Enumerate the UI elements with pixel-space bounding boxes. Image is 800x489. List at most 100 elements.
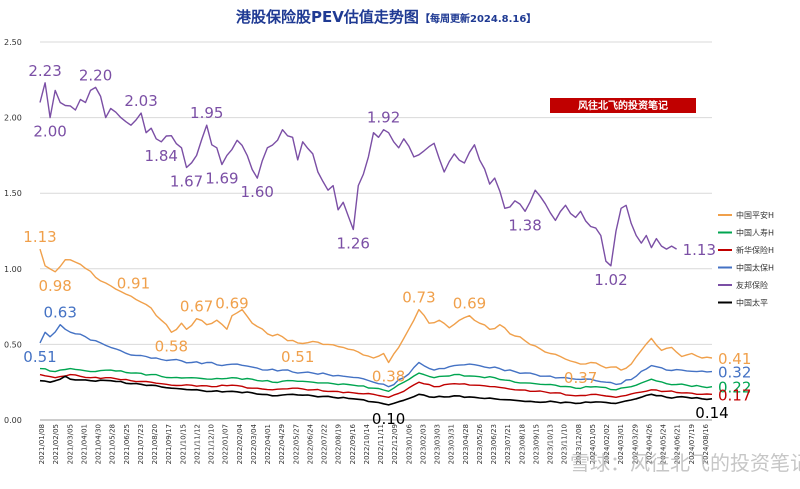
x-tick-label: 2023/10/13 bbox=[547, 424, 555, 464]
x-tick-label: 2023/08/18 bbox=[518, 424, 526, 464]
legend-entry: 中国平安H bbox=[736, 210, 774, 220]
data-label: 1.02 bbox=[594, 271, 627, 289]
x-tick-label: 2023/01/06 bbox=[405, 423, 413, 464]
data-label: 1.60 bbox=[241, 183, 274, 201]
data-annotations: 2.23 2.00 2.20 2.03 1.84 1.67 1.95 1.691.60 1.26… bbox=[23, 62, 751, 428]
series-line-5 bbox=[39, 375, 713, 406]
series-line-3 bbox=[39, 324, 713, 388]
data-label: 0.17 bbox=[718, 386, 751, 404]
x-tick-label: 2023/09/15 bbox=[532, 424, 540, 464]
x-tick-label: 2022/09/16 bbox=[349, 423, 357, 464]
x-tick-label: 2023/03/03 bbox=[434, 424, 442, 464]
data-label: 1.92 bbox=[367, 109, 400, 127]
y-tick-label: 2.50 bbox=[4, 38, 22, 47]
x-tick-label: 2022/01/07 bbox=[222, 424, 230, 464]
data-label: 2.23 bbox=[28, 62, 61, 80]
data-label: 1.67 bbox=[170, 172, 203, 190]
data-label: 1.13 bbox=[683, 241, 716, 259]
chart-title: 港股保险股PEV估值走势图 bbox=[236, 8, 419, 26]
data-label: 0.22 bbox=[718, 379, 751, 397]
y-tick-label: 1.50 bbox=[4, 189, 22, 198]
data-label: 0.37 bbox=[564, 369, 597, 387]
y-tick-label: 1.00 bbox=[4, 265, 22, 274]
x-tick-label: 2022/07/22 bbox=[321, 424, 329, 464]
x-tick-label: 2021/09/17 bbox=[165, 424, 173, 464]
x-tick-label: 2024/08/16 bbox=[702, 423, 710, 464]
x-tick-label: 2023/06/23 bbox=[490, 424, 498, 464]
x-tick-label: 2024/03/01 bbox=[617, 424, 625, 464]
x-tick-label: 2023/07/21 bbox=[504, 424, 512, 464]
data-label: 1.38 bbox=[508, 216, 541, 234]
x-tick-label: 2022/04/29 bbox=[278, 424, 286, 464]
series-line-4 bbox=[39, 82, 677, 267]
x-tick-label: 2022/06/24 bbox=[306, 423, 314, 464]
x-tick-label: 2022/12/09 bbox=[391, 424, 399, 464]
legend-entry: 中国太保H bbox=[736, 263, 774, 273]
data-label: 0.69 bbox=[215, 295, 248, 313]
data-label: 0.91 bbox=[117, 274, 150, 292]
x-tick-label: 2021/12/10 bbox=[208, 424, 216, 464]
data-label: 0.14 bbox=[695, 404, 728, 422]
data-label: 0.41 bbox=[718, 350, 751, 368]
x-tick-label: 2023/04/28 bbox=[462, 424, 470, 464]
x-tick-label: 2023/02/03 bbox=[419, 424, 427, 464]
data-label: 0.38 bbox=[372, 368, 405, 386]
grid-lines bbox=[40, 41, 712, 421]
data-label: 1.95 bbox=[190, 104, 223, 122]
x-tick-label: 2021/01/08 bbox=[38, 424, 46, 464]
x-tick-label: 2021/02/05 bbox=[52, 424, 60, 464]
x-tick-label: 2021/05/28 bbox=[109, 424, 117, 464]
series-line-2 bbox=[39, 373, 713, 398]
x-tick-label: 2021/04/01 bbox=[80, 424, 88, 464]
series-line-1 bbox=[39, 367, 713, 392]
x-tick-label: 2023/03/31 bbox=[448, 424, 456, 464]
x-tick-label: 2021/11/12 bbox=[193, 424, 201, 464]
x-tick-label: 2022/11/11 bbox=[377, 424, 385, 464]
data-label: 1.84 bbox=[145, 147, 178, 165]
data-label: 0.73 bbox=[402, 289, 435, 307]
x-tick-label: 2021/10/15 bbox=[179, 424, 187, 464]
x-tick-label: 2024/07/19 bbox=[688, 424, 696, 464]
legend-entry: 友邦保险 bbox=[736, 280, 768, 290]
x-tick-label: 2024/05/24 bbox=[660, 423, 668, 464]
x-tick-label: 2022/05/27 bbox=[292, 424, 300, 464]
data-label: 1.26 bbox=[337, 234, 370, 252]
x-tick-label: 2024/02/02 bbox=[603, 424, 611, 464]
legend-entry: 中国太平 bbox=[736, 298, 768, 308]
data-label: 0.67 bbox=[180, 298, 213, 316]
data-label: 0.32 bbox=[718, 364, 751, 382]
source-badge: 风往北飞的投资笔记 bbox=[550, 98, 696, 113]
x-axis: 2021/01/08 2021/02/05 2021/03/05 2021/04/01… bbox=[38, 423, 710, 464]
x-tick-label: 2021/06/25 bbox=[123, 424, 131, 464]
data-label: 0.51 bbox=[23, 348, 56, 366]
x-tick-label: 2023/11/10 bbox=[561, 424, 569, 464]
series-lines bbox=[39, 82, 713, 406]
x-tick-label: 2024/01/05 bbox=[589, 424, 597, 464]
data-label: 2.20 bbox=[79, 66, 112, 84]
data-label: 0.69 bbox=[453, 295, 486, 313]
data-label: 0.51 bbox=[281, 348, 314, 366]
legend-entry: 新华保险H bbox=[736, 245, 774, 255]
watermark: 雪球：风往北飞的投资笔记 bbox=[570, 451, 800, 475]
x-tick-label: 2024/06/21 bbox=[674, 424, 682, 464]
data-label: 0.58 bbox=[155, 337, 188, 355]
x-tick-label: 2023/12/08 bbox=[575, 424, 583, 464]
x-tick-label: 2024/04/26 bbox=[645, 423, 653, 464]
x-tick-label: 2022/02/04 bbox=[236, 423, 244, 464]
y-tick-label: 2.00 bbox=[4, 114, 22, 123]
legend-entry: 中国人寿H bbox=[736, 228, 774, 238]
data-label: 1.69 bbox=[205, 169, 238, 187]
y-tick-label: 0.50 bbox=[4, 340, 22, 349]
data-label: 1.13 bbox=[23, 228, 56, 246]
x-tick-label: 2022/03/04 bbox=[250, 423, 258, 464]
x-tick-label: 2021/08/20 bbox=[151, 424, 159, 464]
x-tick-label: 2021/07/23 bbox=[137, 424, 145, 464]
x-tick-label: 2021/03/05 bbox=[66, 424, 74, 464]
y-axis: 0.00 0.50 1.00 1.50 2.00 2.50 bbox=[4, 38, 22, 425]
data-label: 0.10 bbox=[372, 410, 405, 428]
data-label: 2.00 bbox=[33, 123, 66, 141]
series-line-0 bbox=[39, 248, 713, 371]
data-label: 2.03 bbox=[124, 92, 157, 110]
